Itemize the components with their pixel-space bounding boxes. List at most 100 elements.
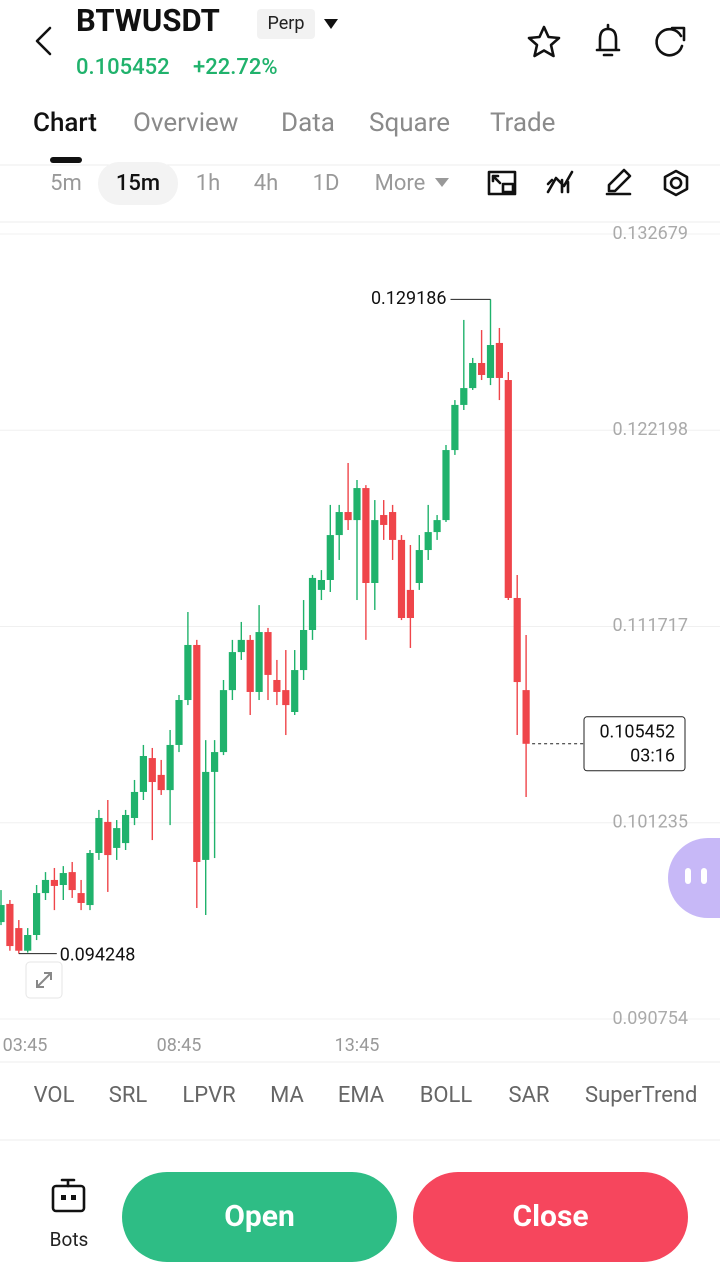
interval[interactable]: 1h xyxy=(196,171,220,196)
bots-label: Bots xyxy=(50,1228,89,1251)
candle-body xyxy=(77,893,85,903)
candle-body xyxy=(33,893,41,936)
tab[interactable]: Trade xyxy=(490,108,555,138)
candle-body xyxy=(522,690,530,744)
tab-bar: Chart Overview Data Square Trade xyxy=(33,108,555,138)
candle-body xyxy=(397,539,406,619)
indicator[interactable]: EMA xyxy=(338,1083,385,1108)
interval-selected-bg xyxy=(98,162,178,205)
candle-body xyxy=(282,690,290,706)
tab[interactable]: Overview xyxy=(133,108,238,138)
interval[interactable]: 5m xyxy=(50,171,82,196)
candle-body xyxy=(86,852,94,906)
candle-body xyxy=(326,535,334,580)
tab[interactable]: Square xyxy=(369,108,450,138)
candle-body xyxy=(113,828,121,848)
open-label: Open xyxy=(224,1199,295,1234)
countdown: 03:16 xyxy=(630,746,675,767)
candle-body xyxy=(130,791,139,818)
last-price-box xyxy=(583,716,686,772)
candle-body xyxy=(291,670,299,713)
last-price: 0.105452 xyxy=(76,55,170,80)
badge: Perp xyxy=(268,13,305,34)
indicator[interactable]: LPVR xyxy=(182,1083,236,1108)
candle-body xyxy=(415,550,423,583)
indicator[interactable]: SuperTrend xyxy=(585,1083,697,1108)
candle-body xyxy=(362,488,370,583)
interval[interactable]: 1D xyxy=(313,171,340,196)
back-button[interactable] xyxy=(35,26,52,56)
low-label: 0.094248 xyxy=(60,944,136,965)
y-tick-label: 0.090754 xyxy=(612,1008,688,1029)
chart-tools xyxy=(487,168,689,197)
symbol: BTWUSDT xyxy=(76,2,220,39)
candle-body xyxy=(495,342,503,378)
candle-body xyxy=(237,639,245,653)
share-icon[interactable] xyxy=(655,26,686,57)
candle-body xyxy=(424,532,432,551)
indicator[interactable]: SRL xyxy=(109,1083,148,1108)
interval-bar: 5m 15m 1h 4h 1D More xyxy=(50,171,425,196)
candle-body xyxy=(6,903,14,947)
tab-indicator xyxy=(50,157,82,163)
candle-body xyxy=(469,362,477,389)
candle-body xyxy=(273,679,281,692)
fullscreen-tool[interactable] xyxy=(487,170,517,196)
candle-body xyxy=(41,879,50,894)
candle-body xyxy=(104,821,112,856)
favorite-icon[interactable] xyxy=(527,25,561,58)
candle-body xyxy=(175,700,183,745)
candle-body xyxy=(264,632,272,675)
candle-body xyxy=(184,644,192,701)
assistant-bubble[interactable] xyxy=(668,838,720,918)
indicator[interactable]: BOLL xyxy=(420,1083,473,1108)
indicator[interactable]: VOL xyxy=(34,1083,75,1108)
alert-icon[interactable] xyxy=(595,23,621,57)
candle-body xyxy=(371,520,379,583)
candle-body xyxy=(68,872,76,891)
candle-body xyxy=(148,758,156,783)
candle-body xyxy=(193,644,201,862)
candle-body xyxy=(15,928,23,951)
y-tick-label: 0.111717 xyxy=(612,615,688,636)
candle-body xyxy=(486,345,495,378)
bots-icon[interactable] xyxy=(51,1178,86,1213)
x-tick-label: 13:45 xyxy=(335,1035,380,1056)
candle-body xyxy=(442,450,450,521)
indicator[interactable]: MA xyxy=(270,1083,304,1108)
candle-body xyxy=(157,774,165,791)
close-button[interactable] xyxy=(413,1172,688,1262)
candle-body xyxy=(344,512,352,521)
tab[interactable]: Chart xyxy=(33,108,97,138)
candle-body xyxy=(24,935,32,951)
x-tick-label: 08:45 xyxy=(157,1035,202,1056)
candle-body xyxy=(139,756,147,792)
indicator[interactable]: SAR xyxy=(509,1083,550,1108)
expand-icon xyxy=(36,972,52,988)
candle-body xyxy=(513,597,521,683)
close-label: Close xyxy=(512,1199,588,1234)
tab[interactable]: Data xyxy=(281,108,335,138)
candle-body xyxy=(380,515,388,525)
symbol-dropdown[interactable] xyxy=(324,19,338,29)
candle-body xyxy=(300,629,308,671)
interval[interactable]: 15m xyxy=(116,171,160,196)
candle-body xyxy=(335,512,343,536)
candle-body xyxy=(166,744,174,791)
interval[interactable]: 4h xyxy=(254,171,278,196)
bubble-eye xyxy=(685,868,691,884)
candle-body xyxy=(460,388,468,405)
x-tick-label: 03:45 xyxy=(3,1035,48,1056)
open-button[interactable] xyxy=(122,1172,397,1262)
candle-body xyxy=(478,362,486,375)
indicator-tool[interactable] xyxy=(546,170,574,194)
more-dropdown[interactable] xyxy=(435,178,449,187)
draw-tool[interactable] xyxy=(605,168,632,196)
candle-body xyxy=(317,579,325,590)
candle-body xyxy=(389,512,397,540)
candle-body xyxy=(246,639,254,692)
settings-tool[interactable] xyxy=(663,169,689,197)
bots-eye xyxy=(71,1195,76,1200)
interval[interactable]: More xyxy=(375,171,426,196)
candle-body xyxy=(211,752,219,772)
